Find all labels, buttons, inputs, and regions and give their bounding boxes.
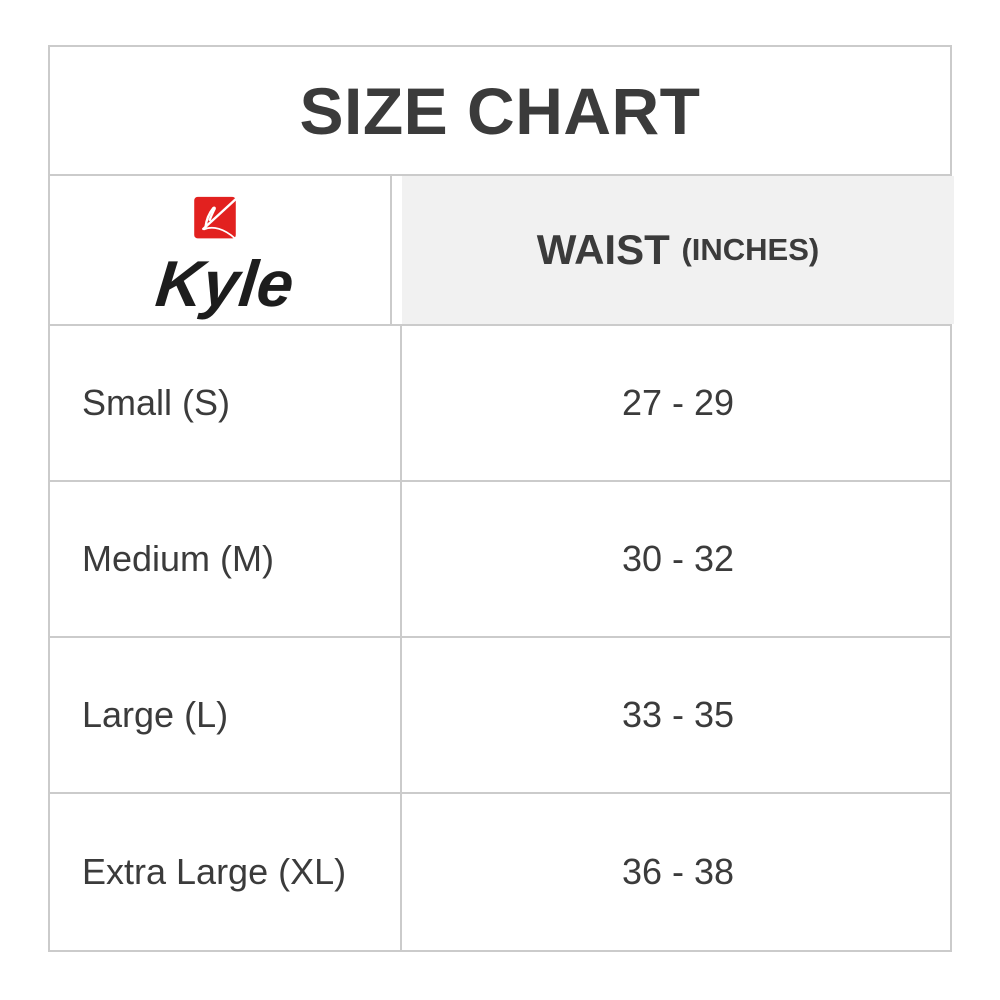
svg-text:Kyle: Kyle [153,247,298,320]
